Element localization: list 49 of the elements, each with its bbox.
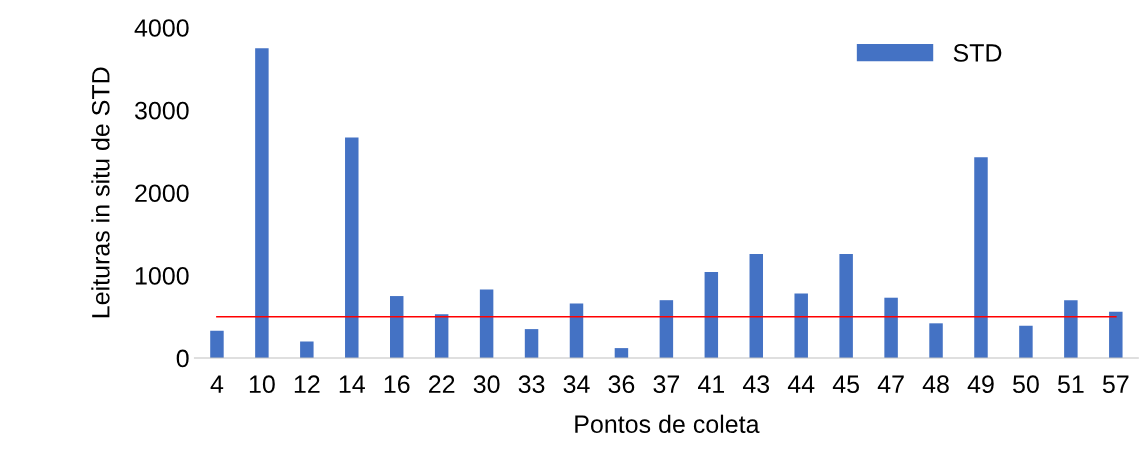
y-tick-label: 3000 [134,101,189,120]
x-tick-label: 16 [384,375,410,394]
bar [1109,311,1123,359]
x-tick-label: 57 [1102,375,1129,394]
x-tick-label: 14 [339,375,365,393]
bar [884,297,898,359]
bar [1019,325,1033,359]
bar [345,137,359,359]
bar [255,48,269,359]
y-tick-label: 4000 [134,19,189,37]
x-tick-label: 12 [294,375,320,393]
bar [524,329,539,359]
y-axis-title: Leituras in situ de STD [91,67,110,318]
y-tick-label: 2000 [135,184,189,203]
x-tick-label: 51 [1057,375,1084,394]
x-tick-label: 30 [473,375,500,394]
bar [479,289,494,359]
bar [974,157,988,359]
bar [210,330,224,359]
x-tick-label: 48 [922,375,949,394]
bar [749,253,764,359]
y-tick-label: 0 [176,349,189,368]
x-tick-label: 4 [210,375,224,393]
bar [569,303,584,359]
bar [389,296,404,359]
x-tick-label: 36 [608,375,635,394]
x-tick-label: 34 [563,375,590,394]
bar [929,323,943,359]
x-axis-title: Pontos de coleta [575,414,760,434]
bar [704,272,719,359]
x-tick-label: 49 [967,375,994,394]
bar [300,341,314,359]
y-tick-label: 1000 [135,267,189,285]
x-tick-label: 22 [429,375,455,393]
x-tick-label: 43 [742,375,770,394]
bar [794,293,808,359]
x-tick-label: 45 [832,375,860,394]
x-tick-label: 47 [877,375,904,393]
x-tick-label: 10 [249,375,275,394]
x-tick-label: 33 [518,375,545,394]
x-tick-label: 44 [787,375,815,393]
x-tick-label: 50 [1013,375,1039,394]
x-tick-label: 37 [653,375,680,394]
legend-label: STD [953,44,1002,62]
bar [839,253,853,359]
x-tick-label: 41 [697,375,725,393]
bar [434,314,449,359]
bar [1064,300,1078,359]
bar [659,300,674,359]
